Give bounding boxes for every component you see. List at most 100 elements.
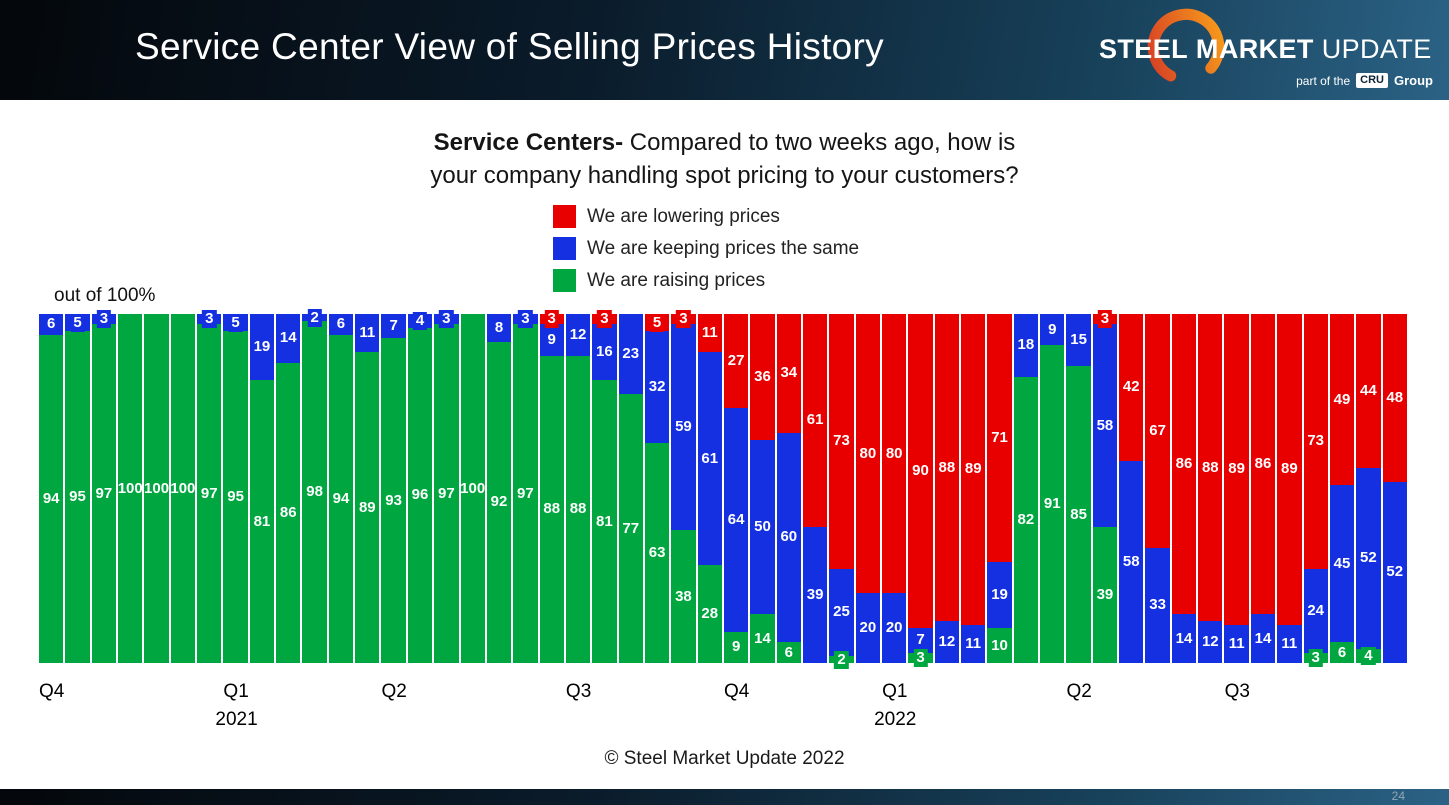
segment-keeping <box>355 314 380 353</box>
segment-lowering <box>1198 314 1223 622</box>
bar-value-label: 88 <box>1201 458 1219 476</box>
bar: 3 24 73 <box>1303 314 1328 667</box>
segment-lowering <box>934 314 960 622</box>
bar-value-label: 97 <box>437 484 455 502</box>
bar: 2 25 73 <box>829 314 854 669</box>
bar: 95 5 <box>223 313 248 663</box>
bar-value-label: 8 <box>494 318 504 336</box>
segment-keeping <box>276 314 301 363</box>
bar: 14 86 <box>1250 314 1276 663</box>
bar-value-label: 3 <box>96 310 112 329</box>
segment-keeping <box>723 408 749 632</box>
bar: 88 12 <box>565 314 591 663</box>
bar: 10 19 71 <box>987 314 1012 663</box>
segment-keeping <box>1171 614 1197 663</box>
logo-word-steel: STEEL <box>1099 34 1189 64</box>
bar-value-label: 11 <box>359 324 376 342</box>
bar: 89 11 <box>355 314 380 663</box>
bar-value-label: 7 <box>916 631 925 649</box>
x-tick-q4: Q4 <box>724 681 749 703</box>
tagline-group: Group <box>1394 73 1433 88</box>
bar-value-label: 11 <box>701 324 718 342</box>
segment-lowering <box>987 314 1012 562</box>
segment-raising <box>249 380 275 663</box>
segment-keeping <box>671 324 696 531</box>
legend-item-keeping: We are keeping prices the same <box>553 237 859 260</box>
bar-value-label: 3 <box>676 310 691 329</box>
bar-value-label: 9 <box>1048 320 1057 338</box>
segment-lowering <box>829 314 854 569</box>
bar-value-label: 7 <box>389 317 398 335</box>
x-tick-year: 2021 <box>215 709 258 730</box>
segment-raising <box>197 324 222 663</box>
bar-value-label: 71 <box>991 428 1008 446</box>
segment-lowering <box>697 314 722 353</box>
bar: 4 52 44 <box>1356 314 1381 666</box>
bar-value-label: 3 <box>202 310 217 329</box>
bar-value-label: 85 <box>1070 505 1087 523</box>
bar: 93 7 <box>381 314 406 663</box>
segment-lowering <box>802 314 828 527</box>
bar-value-label: 89 <box>964 460 982 478</box>
bar-value-label: 3 <box>439 310 454 329</box>
bar-value-label: 81 <box>253 512 271 530</box>
bar-value-label: 88 <box>569 500 587 518</box>
segment-raising <box>565 355 591 663</box>
bar-value-label: 39 <box>1096 585 1114 603</box>
segment-raising <box>328 334 354 663</box>
cru-badge: CRU <box>1356 73 1388 88</box>
bar-value-label: 77 <box>622 519 640 537</box>
segment-keeping <box>486 314 512 342</box>
bar: 81 16 3 <box>592 310 617 663</box>
segment-raising <box>1092 526 1118 663</box>
bar-value-label: 82 <box>1017 510 1035 528</box>
segment-raising <box>460 314 485 663</box>
bar-value-label: 97 <box>95 484 113 502</box>
bar: 97 3 <box>197 310 222 663</box>
bar-value-label: 42 <box>1122 378 1140 396</box>
bar-value-label: 4 <box>1361 647 1376 666</box>
bar-value-label: 39 <box>806 585 824 603</box>
segment-keeping <box>1013 314 1039 377</box>
segment-keeping <box>1224 624 1249 663</box>
chart-title-rest: Compared to two weeks ago, how is <box>623 129 1016 156</box>
bar-value-label: 52 <box>1360 549 1377 567</box>
bar-value-label: 92 <box>490 493 508 511</box>
bar: 100 <box>118 314 143 663</box>
bar-value-label: 59 <box>675 418 692 436</box>
bar-value-label: 14 <box>279 329 297 347</box>
bar-value-label: 73 <box>1307 432 1325 450</box>
bar: 33 67 <box>1145 314 1170 663</box>
bar-value-label: 16 <box>596 343 613 361</box>
x-tick-q1-2022: Q1 2022 <box>874 681 916 731</box>
bar: 96 4 <box>407 311 433 663</box>
x-tick-q1-2021: Q1 2021 <box>215 681 257 731</box>
segment-lowering <box>1224 314 1249 625</box>
segment-keeping <box>829 568 854 657</box>
bar-value-label: 12 <box>1201 633 1219 651</box>
segment-raising <box>223 331 248 663</box>
bottom-strip <box>0 789 1449 805</box>
smu-tagline: part of the CRU Group <box>1296 73 1433 88</box>
bar: 97 3 <box>513 310 538 663</box>
bar-value-label: 3 <box>1308 648 1323 667</box>
bar-value-label: 100 <box>460 479 486 497</box>
segment-lowering <box>750 314 775 440</box>
segment-keeping <box>1092 324 1118 527</box>
segment-keeping <box>987 561 1012 629</box>
bar-value-label: 50 <box>754 517 771 535</box>
segment-lowering <box>1145 314 1170 548</box>
segment-raising <box>618 394 643 663</box>
bar-value-label: 20 <box>885 619 903 637</box>
smu-crescent-icon <box>1147 8 1225 86</box>
bar: 20 80 <box>882 314 907 663</box>
segment-keeping <box>644 331 670 444</box>
segment-raising <box>39 334 64 663</box>
bar-value-label: 6 <box>1334 643 1350 662</box>
bar-value-label: 5 <box>649 313 665 332</box>
segment-keeping <box>1382 481 1407 663</box>
bar: 98 2 <box>302 308 327 663</box>
x-tick-q4: Q4 <box>39 681 64 703</box>
segment-lowering <box>1119 314 1144 461</box>
